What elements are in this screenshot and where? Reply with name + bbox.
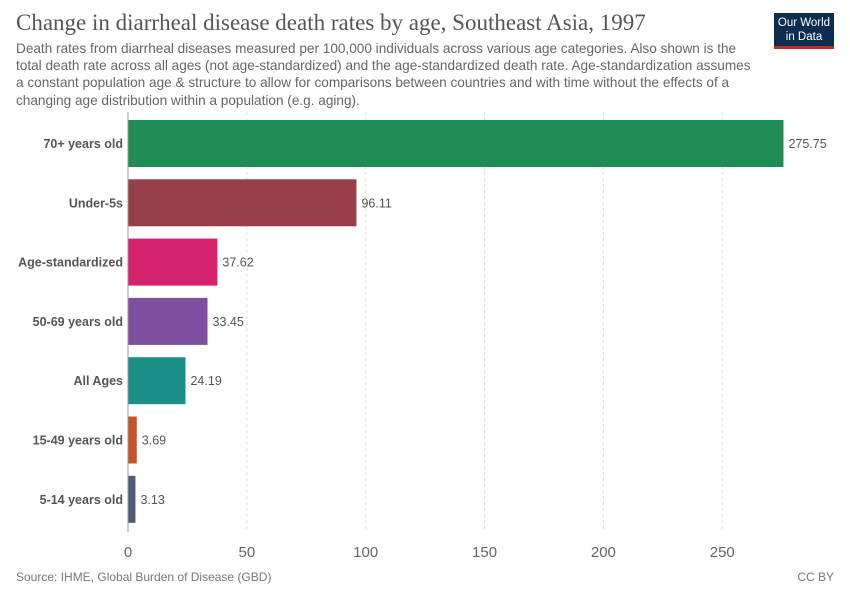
data-label: 24.19 <box>190 374 221 388</box>
x-tick-label: 0 <box>124 544 132 561</box>
bar <box>128 416 137 464</box>
x-tick-label: 50 <box>239 544 256 561</box>
data-label: 275.75 <box>788 137 826 151</box>
x-tick-label: 150 <box>472 544 497 561</box>
bar <box>128 357 186 405</box>
category-label: 50-69 years old <box>33 315 123 329</box>
logo-line-2: in Data <box>785 30 823 43</box>
source-note[interactable]: Source: IHME, Global Burden of Disease (… <box>16 570 272 584</box>
data-label: 37.62 <box>222 256 253 270</box>
owid-logo[interactable]: Our World in Data <box>774 13 834 49</box>
bar <box>128 179 357 227</box>
bar <box>128 297 208 345</box>
license-link[interactable]: CC BY <box>797 570 834 584</box>
category-label: Age-standardized <box>18 256 123 270</box>
category-label: All Ages <box>73 374 123 388</box>
x-tick-label: 250 <box>710 544 735 561</box>
data-label: 96.11 <box>361 196 391 210</box>
logo-line-1: Our World <box>777 17 831 29</box>
bar <box>128 475 136 523</box>
bar <box>128 120 784 167</box>
data-label: 3.69 <box>142 434 166 448</box>
x-tick-label: 200 <box>591 544 616 561</box>
data-label: 3.13 <box>140 493 164 507</box>
category-label: Under-5s <box>69 196 123 210</box>
category-label: 15-49 years old <box>33 434 123 448</box>
data-label: 33.45 <box>213 315 244 329</box>
chart-title: Change in diarrheal disease death rates … <box>16 10 646 35</box>
x-tick-label: 100 <box>353 544 378 561</box>
chart-subtitle: Death rates from diarrheal diseases meas… <box>16 41 751 108</box>
bar <box>128 238 218 286</box>
category-label: 70+ years old <box>43 137 123 151</box>
category-label: 5-14 years old <box>40 493 123 507</box>
